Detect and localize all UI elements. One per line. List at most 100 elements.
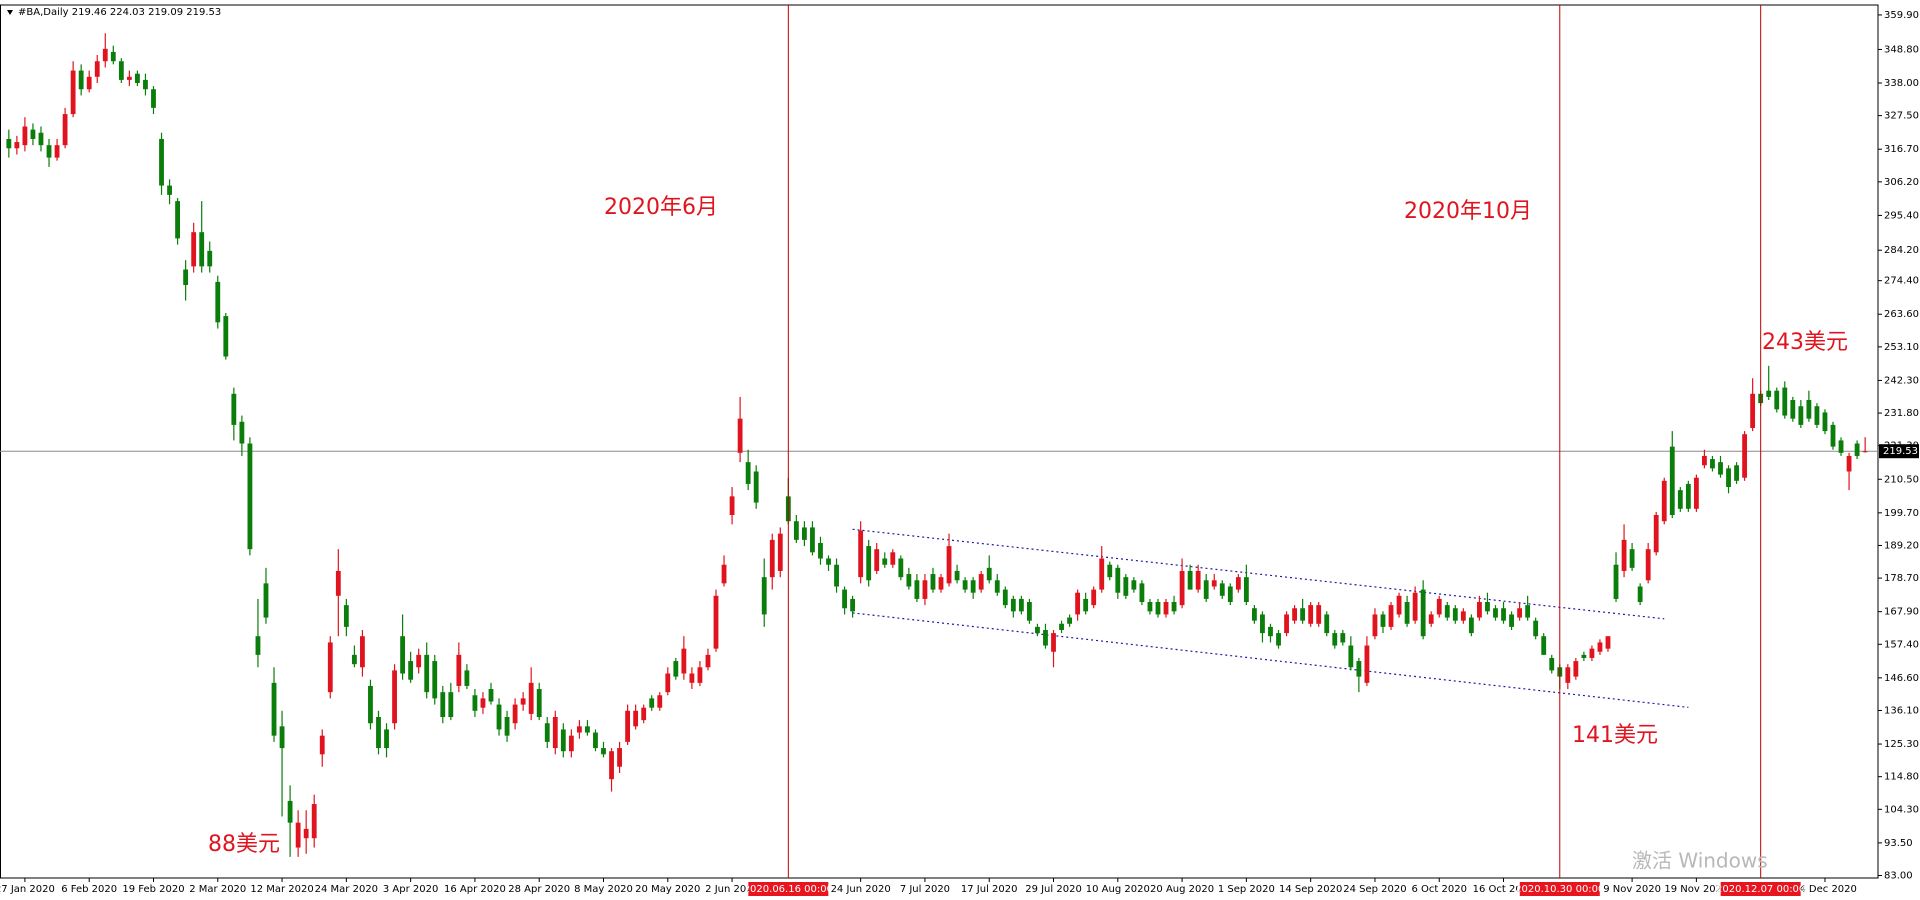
candle-body [1742, 434, 1748, 478]
y-tick-label: 157.40 [1884, 639, 1919, 650]
candle-body [183, 269, 189, 286]
y-tick-label: 253.10 [1884, 342, 1919, 353]
marker-label-bg [1519, 882, 1600, 896]
candle-body [1525, 605, 1531, 618]
candle-body [978, 574, 984, 590]
candle-body [1806, 400, 1812, 419]
candle-body [1300, 608, 1306, 621]
x-tick-label: 8 May 2020 [574, 884, 633, 895]
candle-body [1051, 633, 1056, 652]
candle-body [175, 201, 181, 239]
candle-body [1726, 468, 1731, 488]
y-tick-label: 274.40 [1884, 276, 1919, 287]
y-tick-label: 199.70 [1884, 508, 1919, 519]
annotation: 2020年6月 [604, 195, 718, 220]
candle-body [1501, 608, 1506, 621]
x-tick-label: 2 Mar 2020 [189, 884, 246, 895]
candle-body [1243, 577, 1249, 603]
annotation: 88美元 [208, 832, 280, 857]
x-tick-label: 3 Apr 2020 [383, 884, 438, 895]
candle-body [207, 250, 213, 267]
candle-body [520, 698, 526, 705]
candle-body [1276, 633, 1281, 646]
candle-body [1693, 477, 1699, 509]
x-tick-label: 24 Mar 2020 [315, 884, 378, 895]
candle-body [753, 471, 759, 503]
candle-body [1460, 611, 1466, 621]
candle-body [1284, 614, 1289, 634]
candle-body [151, 89, 156, 108]
x-tick-label: 28 Apr 2020 [508, 884, 570, 895]
annotation: 243美元 [1762, 330, 1848, 355]
candle-body [143, 79, 148, 90]
candle-body [576, 726, 582, 733]
y-tick-label: 231.80 [1884, 408, 1919, 419]
y-tick-label: 114.80 [1884, 772, 1919, 783]
candle-body [1517, 608, 1523, 618]
candle-body [777, 533, 783, 571]
candle-body [440, 692, 446, 718]
candle-body [1613, 564, 1619, 599]
candle-body [1573, 661, 1579, 677]
candle-body [1002, 589, 1008, 606]
candle-body [1292, 608, 1298, 621]
candle-body [167, 185, 172, 195]
candle-body [14, 142, 20, 149]
candle-body [22, 126, 28, 146]
candle-body [818, 542, 823, 559]
candle-body [70, 70, 76, 115]
candle-body [705, 654, 711, 668]
candle-body [890, 552, 896, 565]
candle-body [609, 751, 614, 780]
candle-body [1195, 570, 1201, 590]
candle-body [1260, 614, 1265, 634]
candle-body [1026, 602, 1032, 621]
candle-body [400, 636, 406, 674]
candle-body [1332, 633, 1338, 646]
candle-body [432, 661, 438, 699]
candle-body [1043, 629, 1048, 646]
candle-body [1774, 390, 1780, 410]
candle-body [954, 570, 960, 581]
candle-body [102, 48, 108, 62]
candle-body [528, 682, 534, 714]
trend-line [852, 528, 1665, 620]
candle-body [1581, 654, 1587, 658]
candle-body [544, 723, 550, 742]
candle-body [416, 654, 422, 668]
candle-body [159, 138, 164, 186]
x-tick-label: 6 Feb 2020 [61, 884, 117, 895]
candle-body [456, 654, 462, 686]
candle-body [271, 682, 277, 736]
candle-body [721, 564, 727, 584]
candle-body [295, 822, 301, 848]
x-tick-label: 1 Sep 2020 [1218, 884, 1275, 895]
plot-frame [0, 4, 1879, 879]
candle-body [1404, 602, 1410, 624]
candle-body [1187, 570, 1193, 590]
candle-body [1372, 614, 1378, 637]
candle-body [1252, 608, 1257, 621]
candle-body [834, 564, 839, 587]
candle-body [1565, 667, 1571, 683]
candle-body [1629, 549, 1635, 568]
candle-body [1171, 602, 1177, 612]
x-tick-label: 16 Oct 2020 [1473, 884, 1535, 895]
candle-body [1637, 586, 1643, 603]
y-tick-label: 104.30 [1884, 804, 1919, 815]
candle-body [1324, 614, 1330, 634]
candle-body [1782, 387, 1788, 416]
candle-body [1444, 605, 1450, 618]
candle-body [729, 496, 735, 516]
y-tick-label: 338.00 [1884, 78, 1919, 89]
candle-body [617, 748, 622, 767]
candle-body [360, 636, 365, 668]
candle-body [38, 132, 44, 146]
candle-body [247, 443, 253, 550]
x-tick-label: 20 May 2020 [635, 884, 700, 895]
candle-body [1766, 390, 1772, 397]
candle-body [1822, 412, 1828, 432]
candle-body [1115, 567, 1121, 593]
candle-body [906, 574, 912, 587]
